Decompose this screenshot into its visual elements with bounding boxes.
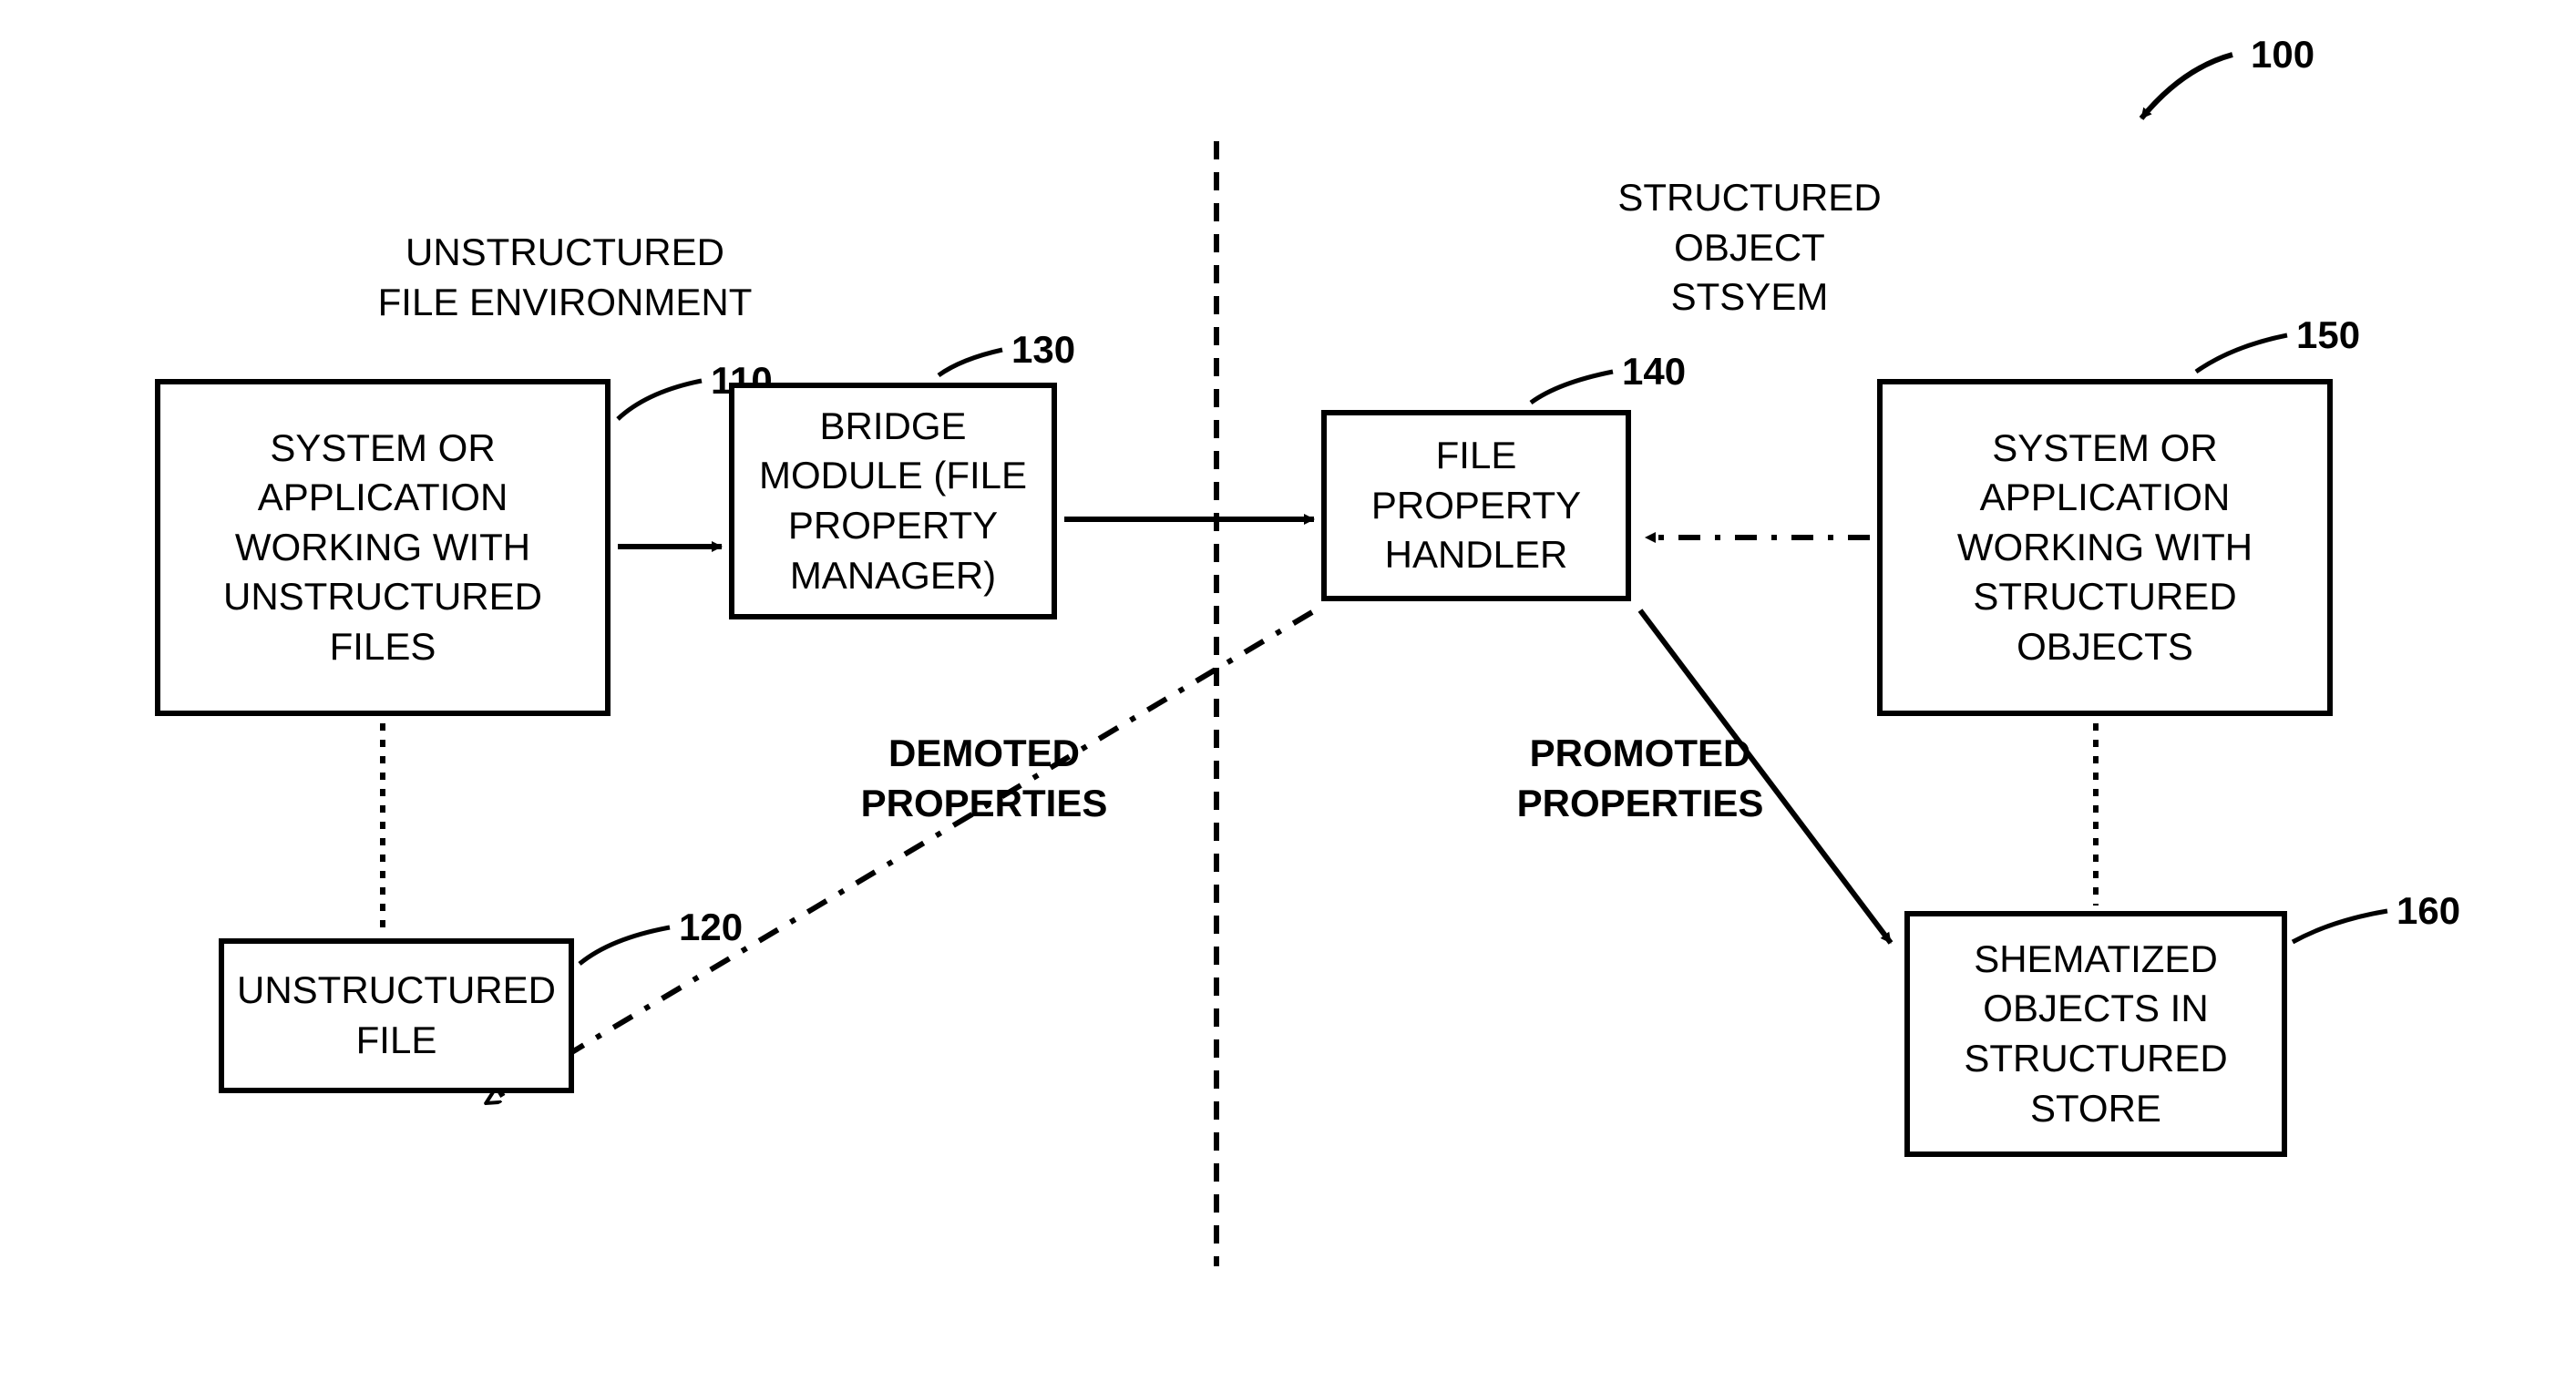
box-160: SHEMATIZED OBJECTS IN STRUCTURED STORE	[1904, 911, 2287, 1157]
demoted-label: DEMOTED PROPERTIES	[820, 729, 1148, 828]
leader-120	[580, 927, 670, 964]
box-110-text: SYSTEM OR APPLICATION WORKING WITH UNSTR…	[223, 424, 542, 672]
box-160-text: SHEMATIZED OBJECTS IN STRUCTURED STORE	[1964, 935, 2227, 1133]
box-130: BRIDGE MODULE (FILE PROPERTY MANAGER)	[729, 383, 1057, 619]
promoted-label: PROMOTED PROPERTIES	[1476, 729, 1804, 828]
section-title-right: STRUCTURED OBJECT STSYEM	[1567, 173, 1932, 322]
box-150: SYSTEM OR APPLICATION WORKING WITH STRUC…	[1877, 379, 2333, 716]
box-130-text: BRIDGE MODULE (FILE PROPERTY MANAGER)	[759, 402, 1027, 600]
box-140-text: FILE PROPERTY HANDLER	[1371, 431, 1581, 580]
box-120: UNSTRUCTURED FILE	[219, 938, 574, 1093]
box-140: FILE PROPERTY HANDLER	[1321, 410, 1631, 601]
ref-130: 130	[1011, 328, 1075, 372]
leader-130	[939, 350, 1002, 375]
leader-140	[1531, 372, 1613, 403]
box-110: SYSTEM OR APPLICATION WORKING WITH UNSTR…	[155, 379, 611, 716]
box-150-text: SYSTEM OR APPLICATION WORKING WITH STRUC…	[1957, 424, 2253, 672]
leader-100	[2141, 55, 2232, 118]
demoted-arrow	[487, 612, 1312, 1102]
diagram-container: UNSTRUCTURED FILE ENVIRONMENT STRUCTURED…	[0, 0, 2576, 1392]
box-120-text: UNSTRUCTURED FILE	[237, 966, 556, 1065]
ref-120: 120	[679, 906, 743, 949]
section-title-left: UNSTRUCTURED FILE ENVIRONMENT	[328, 228, 802, 327]
ref-160: 160	[2396, 889, 2460, 933]
ref-140: 140	[1622, 350, 1686, 394]
leader-110	[618, 381, 702, 419]
ref-150: 150	[2296, 313, 2360, 357]
leader-150	[2196, 335, 2287, 372]
ref-100: 100	[2251, 33, 2314, 77]
leader-160	[2293, 911, 2387, 942]
